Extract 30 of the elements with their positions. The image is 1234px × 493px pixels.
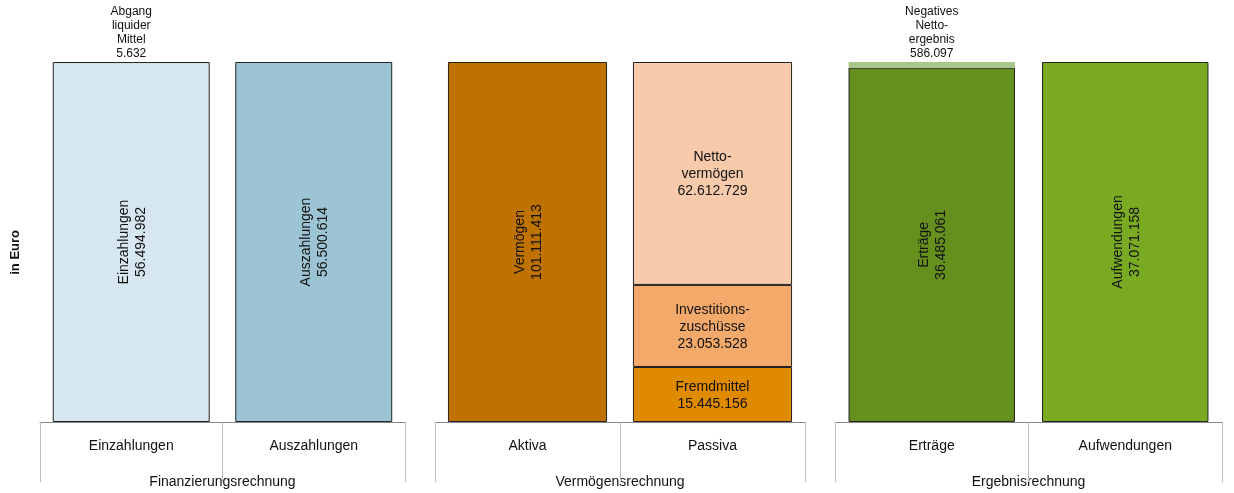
- series-label: Auszahlungen: [297, 197, 314, 287]
- series-label: Erträge: [915, 221, 932, 268]
- data-label: 586.097: [910, 46, 954, 60]
- series-label: Netto-vermögen: [681, 148, 744, 182]
- data-label: 56.494.982: [131, 206, 148, 278]
- data-label: 15.445.156: [677, 395, 748, 411]
- data-label: 56.500.614: [314, 206, 331, 278]
- series-label: Abgang liquider Mittel: [110, 4, 152, 46]
- x-tick-label: Aktiva: [508, 437, 547, 453]
- series-label: Negatives Netto-ergebnis: [905, 4, 959, 46]
- series-label: Fremdmittel: [675, 378, 750, 394]
- x-axis-title: Vermögensrechnung: [555, 473, 685, 489]
- x-tick-label: Einzahlungen: [88, 437, 174, 453]
- data-label: 101.111.413: [528, 203, 544, 280]
- series-label: Investitions-zuschüsse: [675, 300, 751, 334]
- series-label: Aufwendungen: [1108, 195, 1125, 289]
- x-axis-title: Finanzierungsrechnung: [149, 473, 296, 489]
- series-label: Einzahlungen: [114, 199, 131, 285]
- data-label: 23.053.528: [677, 334, 748, 351]
- x-tick-label: Erträge: [908, 437, 955, 453]
- y-axis-title: in Euro: [7, 229, 22, 275]
- data-label: 5.632: [116, 46, 147, 60]
- x-axis-title: Ergebnisrechnung: [971, 473, 1086, 489]
- x-tick-label: Aufwendungen: [1078, 437, 1172, 453]
- series-label: Vermögen: [511, 210, 527, 274]
- x-tick-label: Auszahlungen: [269, 437, 359, 453]
- data-label: 62.612.729: [677, 182, 748, 199]
- data-label: 37.071.158: [1125, 206, 1142, 278]
- x-tick-label: Passiva: [687, 437, 738, 453]
- data-label: 36.485.061: [932, 209, 949, 280]
